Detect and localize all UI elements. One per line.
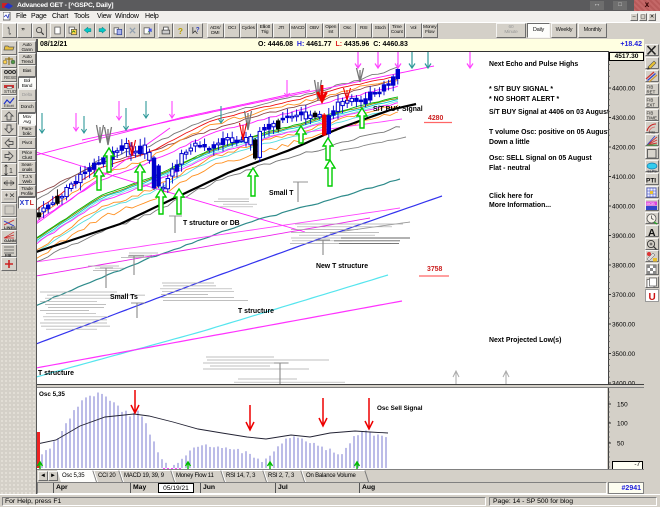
- svg-text:100: 100: [617, 421, 628, 428]
- svg-text:Down a little: Down a little: [489, 139, 530, 146]
- svg-text:T structure: T structure: [238, 308, 274, 315]
- svg-text:Osc: SELL Signal on 05 August: Osc: SELL Signal on 05 August: [489, 155, 592, 162]
- svg-text:T structure: T structure: [38, 370, 74, 377]
- svg-text:4300.00: 4300.00: [612, 115, 636, 122]
- svg-text:FIB: FIB: [649, 131, 655, 135]
- svg-text:3800.00: 3800.00: [612, 263, 636, 270]
- svg-text:Small T: Small T: [269, 190, 294, 197]
- svg-text:4280: 4280: [428, 115, 443, 122]
- svg-text:3900.00: 3900.00: [612, 233, 636, 240]
- svg-text:3758: 3758: [427, 266, 442, 273]
- svg-text:”: ”: [21, 26, 25, 35]
- svg-text:4100.00: 4100.00: [612, 174, 636, 181]
- svg-text:EXT: EXT: [647, 102, 656, 107]
- svg-text:Small Ts: Small Ts: [110, 294, 138, 301]
- svg-text:New T structure: New T structure: [316, 263, 368, 270]
- svg-text:ELPS: ELPS: [648, 170, 658, 174]
- svg-text:RET: RET: [647, 89, 656, 94]
- svg-text:Osc Sell Signal: Osc Sell Signal: [377, 405, 423, 412]
- svg-text:PTI: PTI: [646, 178, 656, 185]
- svg-text:3700.00: 3700.00: [612, 292, 636, 299]
- svg-text:4200.00: 4200.00: [612, 145, 636, 152]
- svg-text:MOB: MOB: [647, 202, 656, 206]
- svg-text:Next Projected Low(s): Next Projected Low(s): [489, 337, 561, 344]
- svg-text:Flat - neutral: Flat - neutral: [489, 165, 530, 172]
- svg-text:1: 1: [9, 168, 13, 175]
- svg-text:* S/T BUY SIGNAL *: * S/T BUY SIGNAL *: [489, 86, 553, 93]
- svg-text:GANN: GANN: [4, 238, 16, 243]
- svg-text:Click here for: Click here for: [489, 193, 533, 200]
- svg-text:RESET: RESET: [4, 75, 17, 80]
- svg-text:LINES: LINES: [4, 225, 16, 230]
- svg-text:A: A: [648, 227, 656, 238]
- svg-text:More Information...: More Information...: [489, 202, 551, 209]
- svg-text:Next Echo and Pulse Highs: Next Echo and Pulse Highs: [489, 61, 578, 68]
- svg-text:?: ?: [196, 27, 200, 34]
- svg-text:50: 50: [617, 441, 625, 448]
- svg-text:STUDY: STUDY: [4, 89, 17, 94]
- svg-text:FIB: FIB: [5, 252, 12, 257]
- svg-text:S/T BUY Signal at 4406 on 03 A: S/T BUY Signal at 4406 on 03 August: [489, 109, 608, 116]
- svg-text:150: 150: [617, 402, 628, 409]
- svg-text:Elliott: Elliott: [4, 103, 15, 108]
- svg-text:3500.00: 3500.00: [612, 351, 636, 358]
- svg-text:4000.00: 4000.00: [612, 204, 636, 211]
- svg-text:FIB: FIB: [647, 97, 654, 102]
- svg-text:* NO SHORT ALERT *: * NO SHORT ALERT *: [489, 96, 560, 103]
- svg-text:4400.00: 4400.00: [612, 86, 636, 93]
- svg-text:U: U: [649, 292, 656, 302]
- svg-text:3400.00: 3400.00: [612, 381, 636, 385]
- svg-text:FIB: FIB: [647, 110, 654, 115]
- svg-text:TIME: TIME: [647, 115, 658, 120]
- svg-text:Osc 5,35: Osc 5,35: [39, 391, 65, 398]
- svg-text:FIB: FIB: [647, 84, 654, 89]
- svg-text:S/T BUY Signal: S/T BUY Signal: [373, 106, 423, 113]
- svg-text:T structure or DB: T structure or DB: [183, 220, 240, 227]
- svg-text:3600.00: 3600.00: [612, 322, 636, 329]
- svg-text:?: ?: [178, 26, 183, 36]
- svg-text:T volume Osc: positive on 05 A: T volume Osc: positive on 05 August: [489, 129, 608, 136]
